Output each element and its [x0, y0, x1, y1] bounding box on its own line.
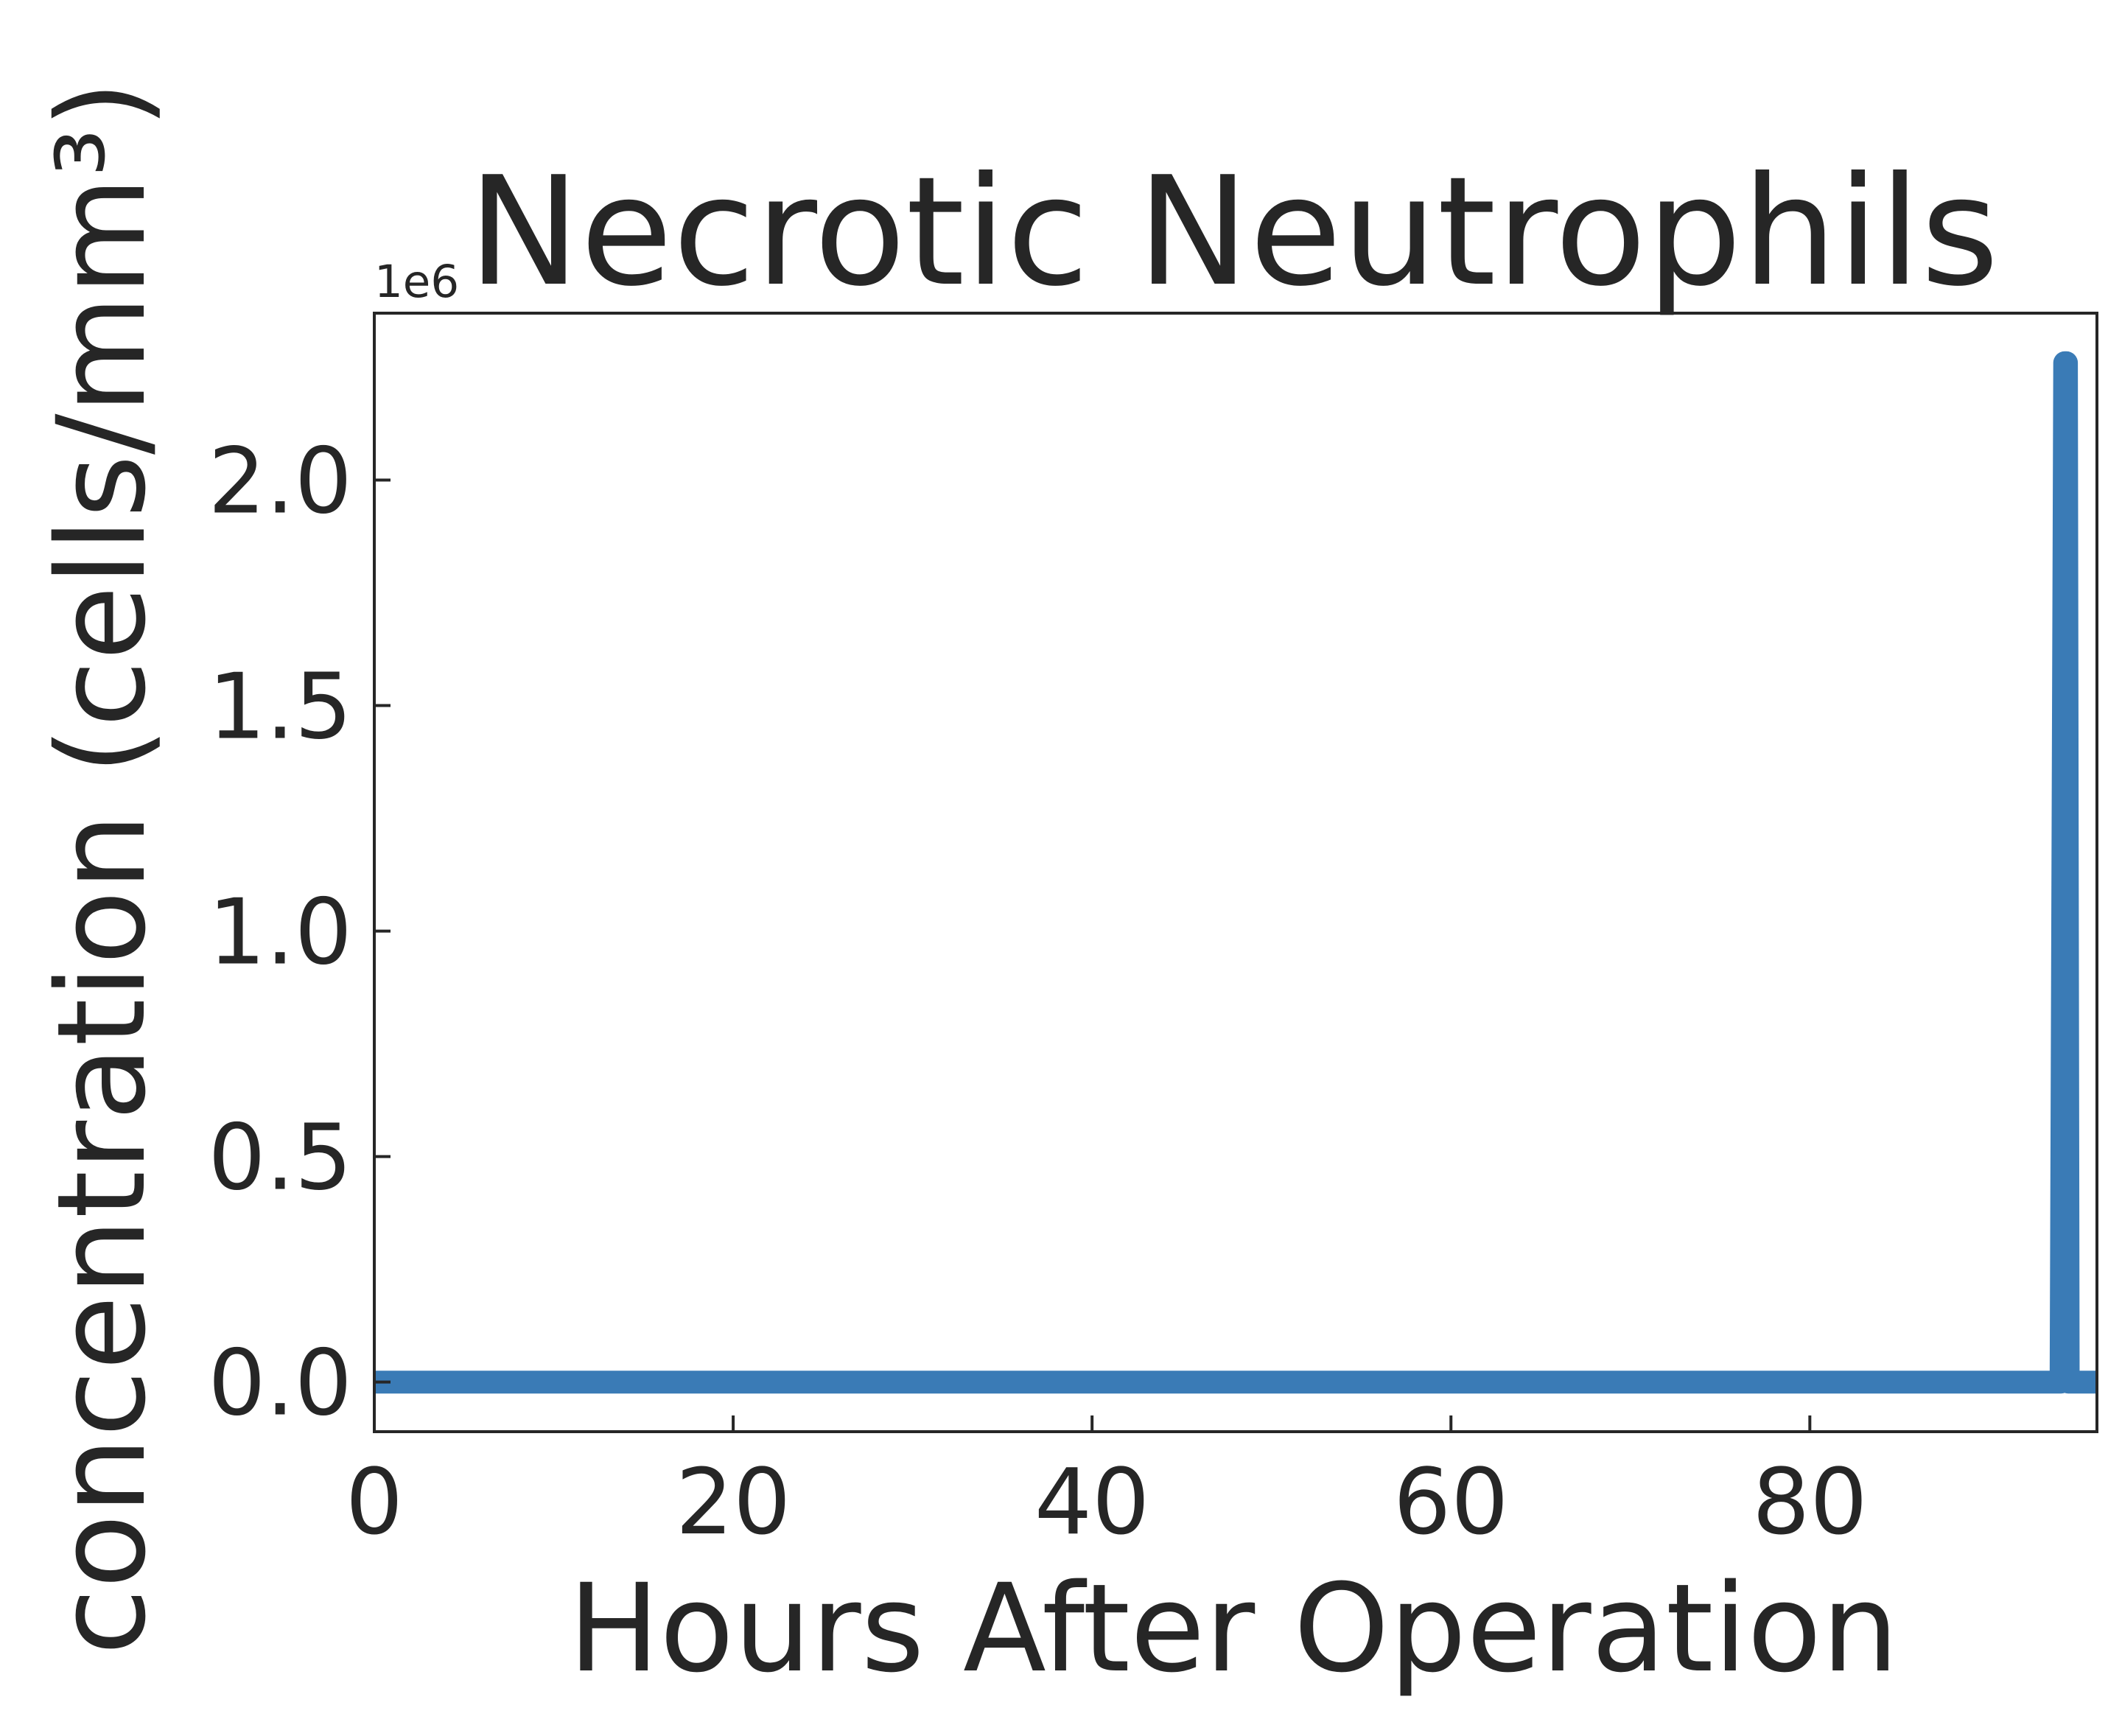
y-tick-label: 0.0: [208, 1331, 352, 1437]
y-axis-offset-label: 1e6: [374, 256, 459, 308]
x-tick-label: 20: [676, 1450, 791, 1555]
y-tick-label: 0.5: [208, 1106, 352, 1211]
y-tick-label: 1.5: [208, 655, 352, 760]
series-line-0: [374, 351, 2097, 1394]
x-tick-label: 40: [1034, 1450, 1150, 1555]
x-axis-label: Hours After Operation: [568, 1558, 1899, 1699]
plot-area: [374, 351, 2097, 1394]
x-tick-label: 60: [1393, 1450, 1509, 1555]
axes-frame: [373, 312, 2098, 1433]
x-tick-label: 0: [346, 1450, 403, 1555]
y-axis-label: concentration (cells/mm³): [31, 80, 172, 1655]
y-tick-label: 1.0: [208, 881, 352, 986]
x-tick-label: 80: [1752, 1450, 1868, 1555]
axes: 0 20 40 60 80 0.0 0.5 1.0 1.5 2.0: [208, 312, 2098, 1555]
chart-title: Necrotic Neutrophils: [468, 145, 1999, 320]
y-tick-label: 2.0: [208, 429, 352, 534]
